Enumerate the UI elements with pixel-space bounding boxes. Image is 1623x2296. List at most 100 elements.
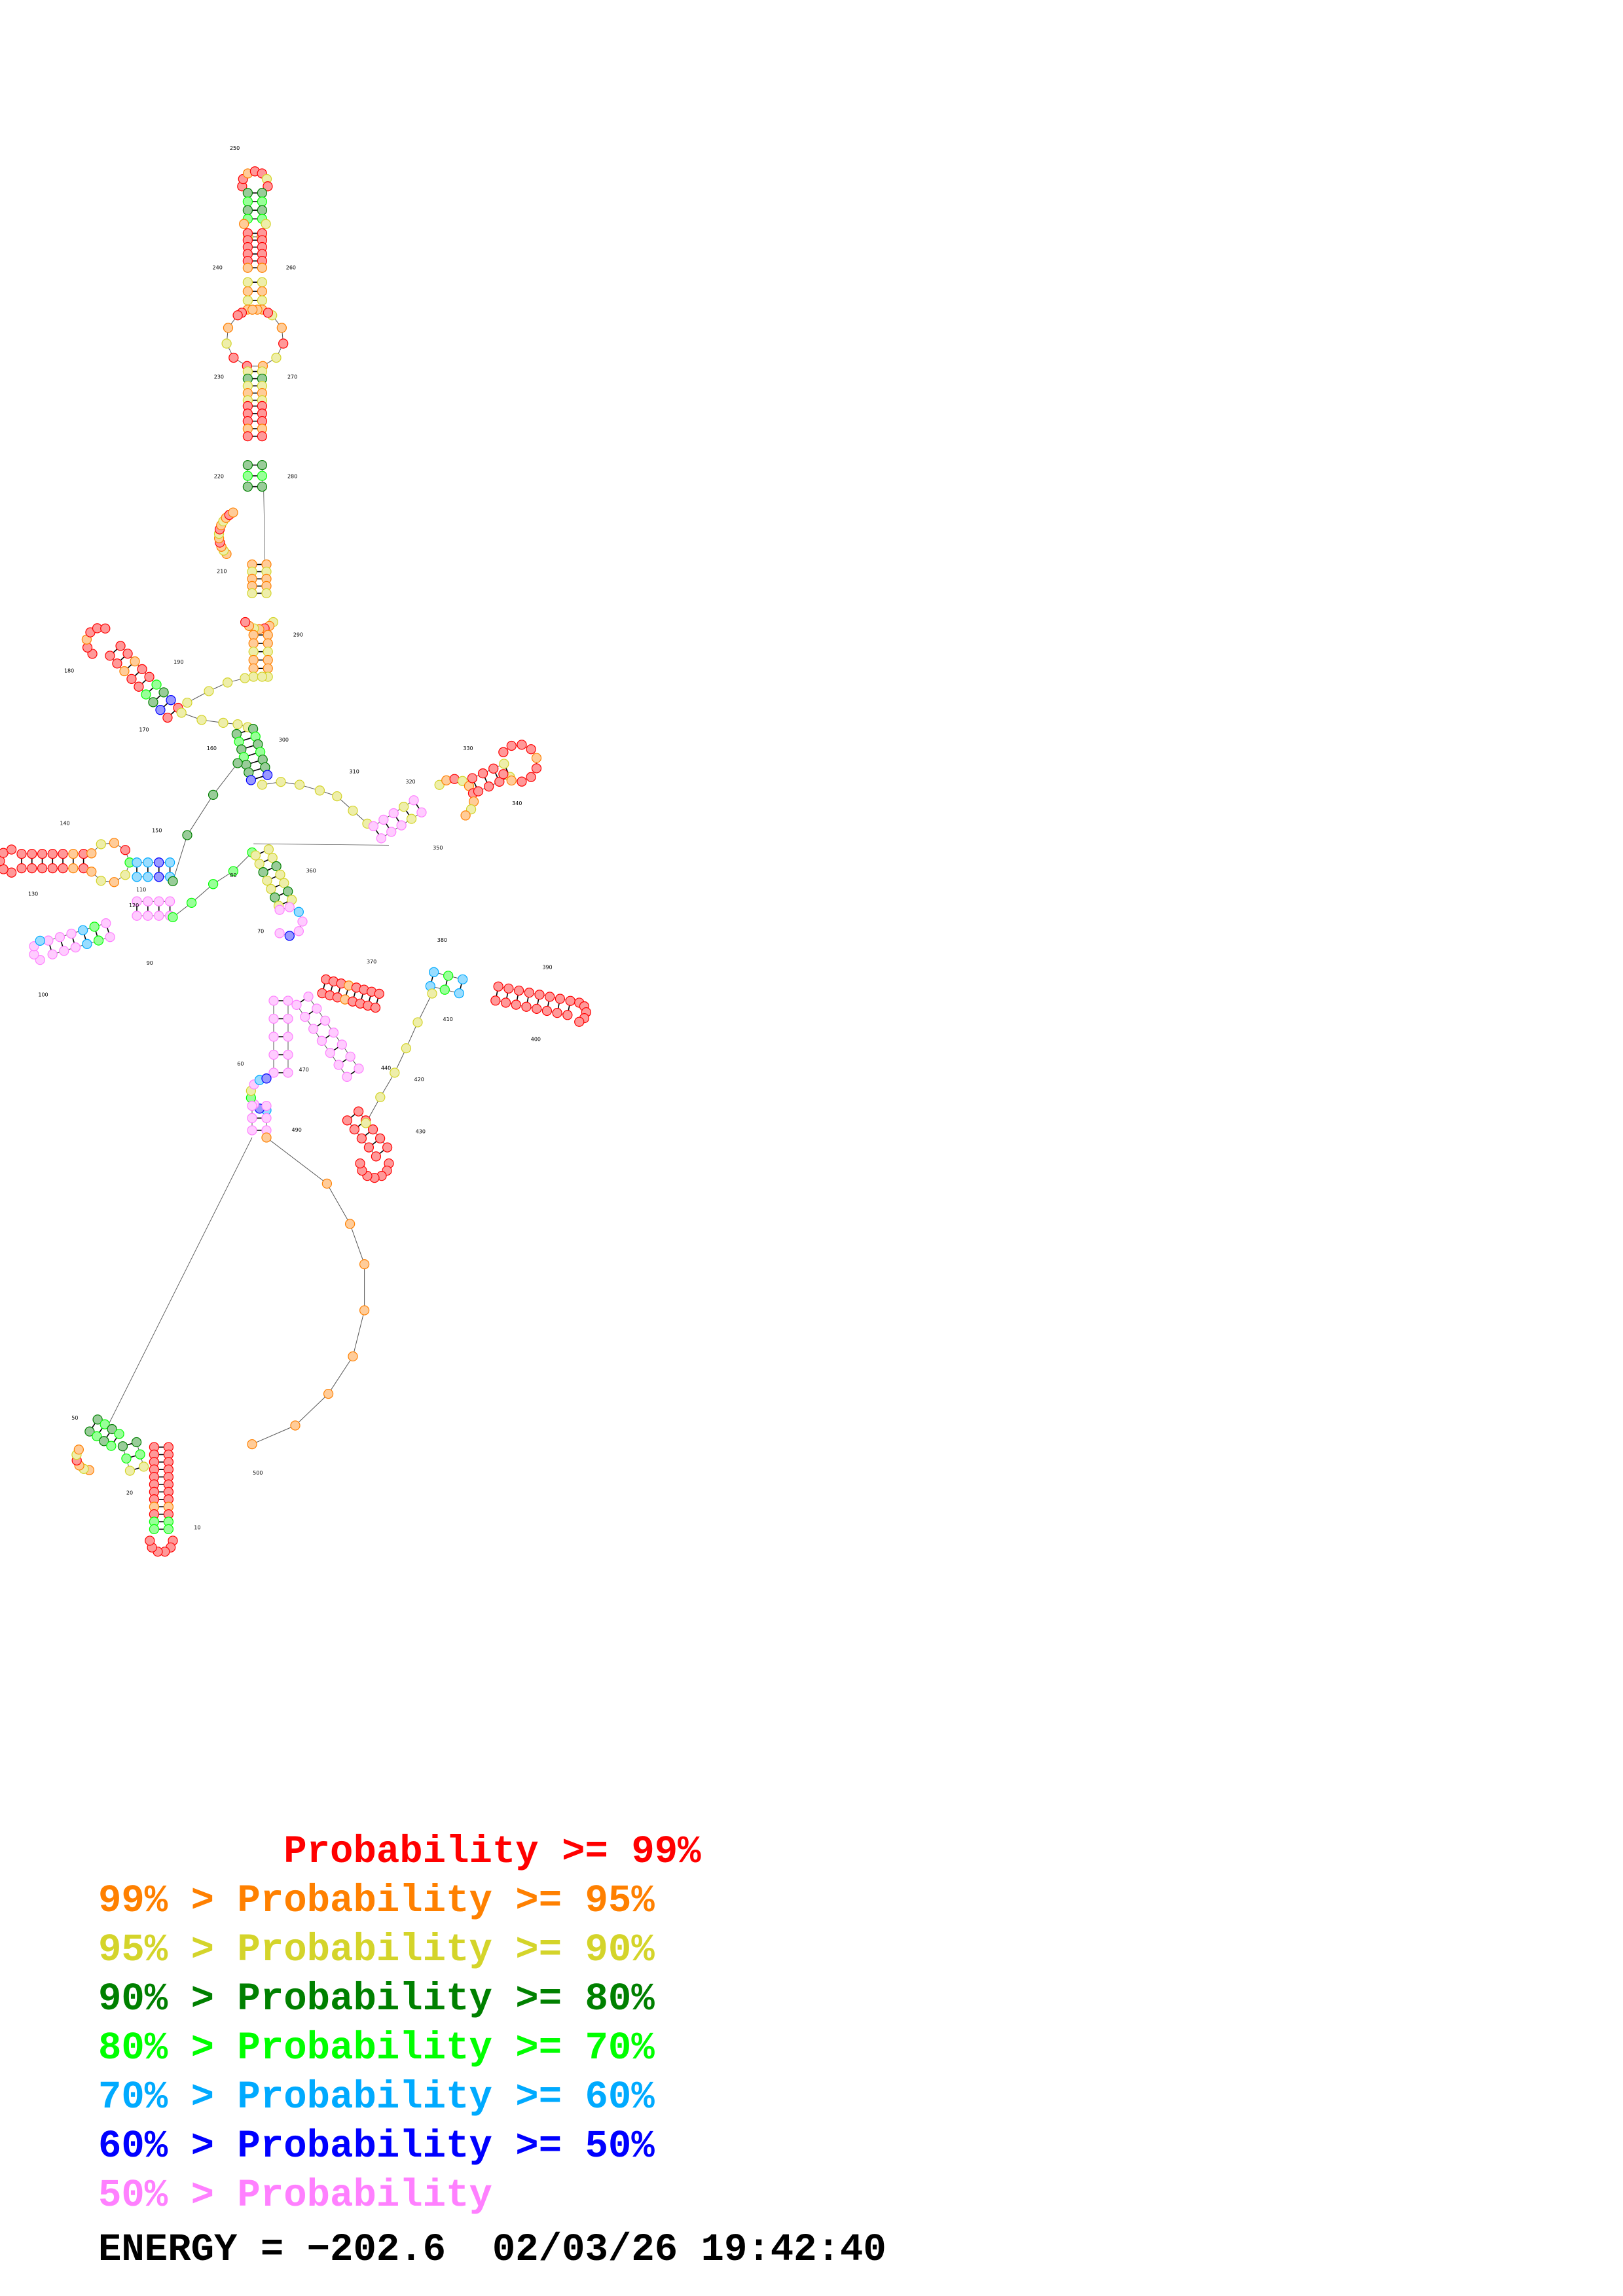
- nucleotide-circle: [506, 775, 517, 786]
- nucleotide-circle: [99, 1436, 109, 1446]
- nucleotide-circle: [232, 719, 243, 730]
- nucleotide-circle: [345, 1051, 356, 1062]
- nucleotide-circle: [148, 697, 158, 708]
- nucleotide-circle: [47, 949, 58, 960]
- nucleotide-circle: [96, 839, 106, 850]
- nucleotide-circle: [37, 863, 48, 874]
- nucleotide-circle: [43, 935, 54, 946]
- residue-number: 380: [437, 937, 447, 943]
- nucleotide-circle: [115, 641, 126, 651]
- nucleotide-circle: [276, 323, 287, 333]
- nucleotide-circle: [261, 1100, 272, 1111]
- nucleotide-circle: [257, 196, 268, 207]
- legend-row: 90% > Probability >= 80%: [98, 1977, 655, 2021]
- nucleotide-circle: [248, 638, 259, 649]
- nucleotide-circle: [262, 875, 272, 886]
- nucleotide-circle: [294, 780, 305, 790]
- nucleotide-circle: [283, 886, 293, 897]
- nucleotide-circle: [221, 338, 232, 349]
- nucleotide-circle: [163, 1524, 174, 1535]
- nucleotide-circle: [429, 967, 439, 977]
- nucleotide-circle: [267, 853, 278, 863]
- nucleotide-circle: [93, 935, 104, 946]
- residue-number: 80: [230, 872, 236, 878]
- nucleotide-circle: [261, 588, 272, 599]
- nucleotide-circle: [499, 759, 509, 769]
- nucleotide-circle: [261, 1073, 272, 1084]
- backbone-segment: [352, 1310, 365, 1357]
- nucleotide-circle: [460, 810, 471, 821]
- nucleotide-circle: [320, 1015, 331, 1026]
- nucleotide-circle: [257, 205, 268, 215]
- nucleotide-circle: [242, 188, 253, 198]
- nucleotide-circle: [312, 1003, 322, 1014]
- nucleotide-circle: [109, 877, 120, 888]
- nucleotide-circle: [257, 672, 268, 682]
- nucleotide-circle: [16, 848, 27, 859]
- nucleotide-circle: [0, 855, 5, 867]
- nucleotide-circle: [149, 1524, 160, 1535]
- nucleotide-circle: [143, 896, 153, 906]
- nucleotide-circle: [490, 996, 501, 1006]
- nucleotide-circle: [84, 1426, 95, 1437]
- nucleotide-circle: [248, 630, 259, 640]
- nucleotide-circle: [126, 673, 137, 685]
- residue-number: 310: [350, 768, 359, 774]
- nucleotide-circle: [257, 286, 268, 296]
- nucleotide-circle: [488, 763, 499, 774]
- nucleotide-circle: [242, 286, 253, 296]
- nucleotide-circle: [401, 1043, 412, 1054]
- backbone-segment: [187, 795, 214, 836]
- backbone-segment: [251, 1425, 296, 1445]
- base-pairs: [21, 192, 571, 1530]
- nucleotide-circle: [263, 655, 273, 666]
- nucleotide-circle: [526, 744, 536, 755]
- backbone-segment: [295, 1393, 329, 1426]
- residue-number: 390: [542, 965, 552, 971]
- nucleotide-circle: [196, 715, 207, 725]
- nucleotide-circle: [465, 804, 477, 815]
- nucleotides: [0, 166, 592, 1557]
- nucleotide-circle: [100, 1419, 110, 1429]
- residue-number: 260: [286, 264, 296, 270]
- energy-label: ENERGY =: [98, 2228, 307, 2272]
- nucleotide-circle: [0, 864, 9, 874]
- residue-number: 270: [287, 374, 297, 380]
- nucleotide-circle: [531, 763, 542, 774]
- residue-number: 250: [230, 145, 240, 151]
- nucleotide-circle: [517, 776, 527, 787]
- nucleotide-circle: [257, 277, 268, 287]
- nucleotide-circle: [363, 1142, 374, 1153]
- nucleotide-circle: [500, 997, 511, 1008]
- nucleotide-circle: [467, 773, 478, 783]
- nucleotide-circle: [120, 870, 131, 880]
- nucleotide-circle: [454, 988, 464, 999]
- nucleotide-circle: [166, 695, 176, 706]
- nucleotide-circle: [263, 630, 273, 640]
- nucleotide-circle: [308, 1024, 319, 1034]
- timestamp: 02/03/26 19:42:40: [492, 2228, 886, 2272]
- residue-number: 280: [287, 473, 297, 479]
- nucleotide-circle: [337, 1039, 347, 1050]
- nucleotide-circle: [344, 1219, 356, 1229]
- nucleotide-circle: [370, 1002, 381, 1013]
- nucleotide-circle: [258, 867, 268, 878]
- nucleotide-circle: [27, 863, 37, 874]
- nucleotide-circle: [261, 1113, 272, 1123]
- nucleotide-circle: [155, 705, 166, 715]
- nucleotide-circle: [396, 820, 407, 831]
- nucleotide-circle: [284, 902, 295, 912]
- nucleotide-circle: [247, 1113, 257, 1123]
- nucleotide-circle: [132, 857, 142, 868]
- energy-value: −202.6: [306, 2228, 447, 2272]
- nucleotide-circle: [257, 188, 268, 198]
- nucleotide-circle: [290, 1420, 301, 1431]
- nucleotide-circle: [228, 507, 238, 518]
- nucleotide-circle: [349, 1124, 360, 1135]
- nucleotide-circle: [6, 844, 17, 855]
- nucleotide-circle: [316, 1035, 327, 1046]
- legend-row: Probability >= 99%: [98, 1830, 701, 1874]
- nucleotide-circle: [263, 308, 274, 318]
- nucleotide-circle: [409, 795, 419, 806]
- nucleotide-circle: [552, 1008, 562, 1018]
